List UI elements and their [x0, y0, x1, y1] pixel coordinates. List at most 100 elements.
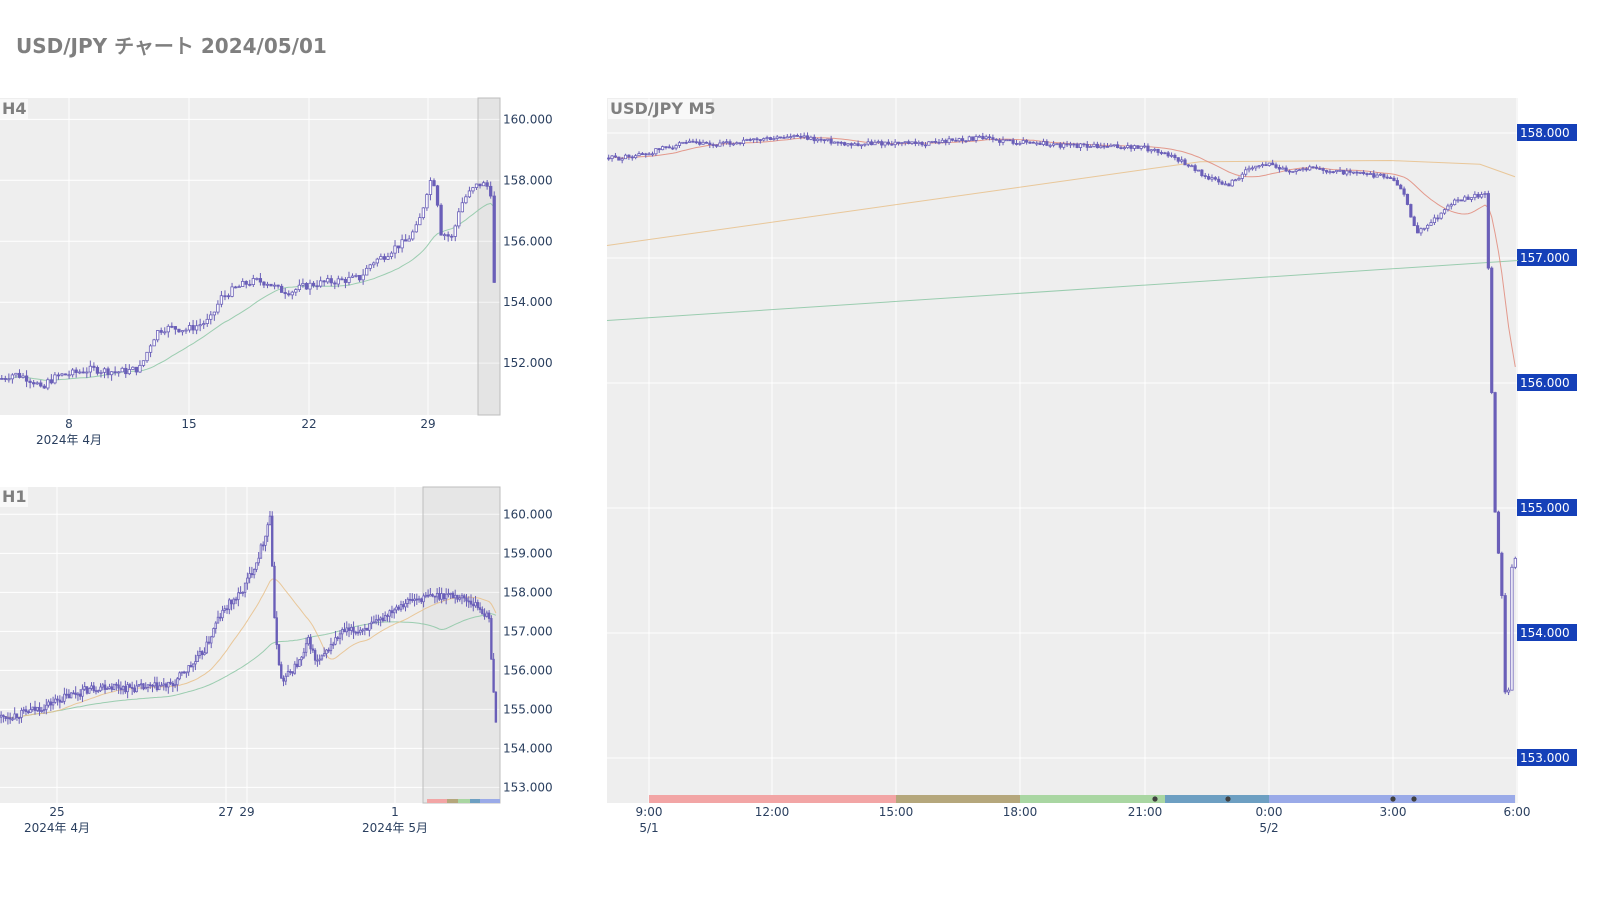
candle-body [930, 141, 934, 143]
candle-body [1169, 154, 1174, 157]
candle-body [259, 544, 263, 559]
candle-body [923, 144, 928, 147]
candle-body [859, 144, 864, 147]
candle-body [325, 649, 328, 655]
candle-body [128, 684, 132, 688]
candle-body [485, 612, 489, 617]
candle-body [46, 379, 50, 389]
candle-body [1257, 165, 1261, 168]
candle-body [469, 600, 473, 605]
candle-body [341, 629, 344, 635]
candle-body [900, 142, 904, 144]
candle-body [1082, 143, 1086, 146]
candle-body [350, 275, 355, 278]
candle-body [1237, 177, 1241, 181]
candle-body [1173, 154, 1177, 159]
candle-body [735, 142, 739, 145]
y-tick-label: 156.000 [503, 663, 553, 677]
candle-body [21, 375, 25, 378]
candle-body [816, 138, 820, 142]
candle-body [221, 609, 224, 619]
candle-body [354, 275, 358, 277]
page-title: USD/JPY チャート 2024/05/01 [16, 34, 327, 58]
candle-body [1277, 167, 1281, 170]
candle-body [1183, 159, 1187, 166]
candle-body [106, 368, 110, 376]
y-tick-label: 160.000 [503, 112, 553, 126]
candle-body [363, 627, 367, 631]
candle-body [291, 671, 294, 674]
candle-body [268, 515, 272, 526]
candle-body [85, 686, 89, 694]
y-tick-label: 159.000 [503, 546, 553, 560]
candle-body [185, 671, 188, 674]
candle-body [145, 351, 149, 362]
candle-body [458, 597, 461, 600]
m5-event-marker [1152, 796, 1158, 802]
candle-body [1426, 224, 1430, 229]
candle-body [300, 656, 303, 661]
candle-body [28, 380, 32, 383]
candle-body [14, 372, 18, 376]
y-tick-label: 157.000 [1520, 251, 1570, 265]
candle-body [1028, 141, 1032, 144]
candle-body [893, 141, 897, 146]
h1-session-segment [470, 799, 480, 803]
candle-body [447, 593, 450, 596]
candle-body [85, 371, 89, 374]
y-tick-label: 154.000 [1520, 626, 1570, 640]
m5-candles [607, 132, 1517, 696]
candle-body [239, 591, 242, 594]
candle-body [97, 690, 100, 693]
candle-body [276, 284, 280, 287]
candle-body [184, 329, 188, 332]
candle-body [1213, 177, 1217, 180]
y-tick-label: 158.000 [1520, 126, 1570, 140]
candle-body [829, 138, 833, 144]
candle-body [133, 687, 136, 693]
candle-body [755, 138, 759, 141]
candle-body [395, 606, 398, 611]
candle-body [320, 655, 324, 660]
candle-body [92, 365, 96, 368]
candle-body [826, 138, 830, 141]
candle-body [1486, 193, 1490, 269]
h1-session-segment [447, 799, 458, 803]
candle-body [255, 562, 258, 570]
candle-body [67, 693, 71, 699]
m5-session-segment [1020, 795, 1165, 803]
candle-body [1099, 145, 1103, 149]
candle-body [60, 373, 64, 376]
candle-body [432, 180, 436, 187]
candle-body [1362, 171, 1366, 174]
candle-body [212, 628, 215, 638]
candle-body [1018, 142, 1022, 145]
candle-body [1153, 148, 1157, 151]
candle-body [937, 141, 941, 144]
candle-body [232, 598, 236, 605]
candle-body [890, 143, 894, 146]
y-tick-label: 153.000 [1520, 751, 1570, 765]
candle-body [483, 613, 486, 617]
x-tick-label: 15 [181, 417, 196, 431]
candle-body [805, 135, 810, 140]
candle-body [1247, 167, 1251, 171]
y-tick-box [1517, 124, 1577, 141]
h1-session-segment [427, 799, 447, 803]
candle-body [1301, 168, 1305, 171]
candle-body [10, 374, 15, 380]
candle-body [311, 648, 315, 651]
candle-body [286, 671, 290, 677]
candle-body [397, 606, 400, 610]
candle-body [492, 195, 496, 283]
candle-body [1075, 143, 1079, 148]
candle-body [873, 141, 877, 146]
candle-body [1035, 142, 1039, 145]
candle-body [252, 569, 256, 576]
candle-body [728, 141, 732, 145]
m5-ma-short [608, 137, 1516, 367]
candle-body [607, 157, 611, 160]
candle-body [420, 598, 423, 603]
candle-body [261, 544, 265, 547]
candle-body [160, 684, 163, 687]
